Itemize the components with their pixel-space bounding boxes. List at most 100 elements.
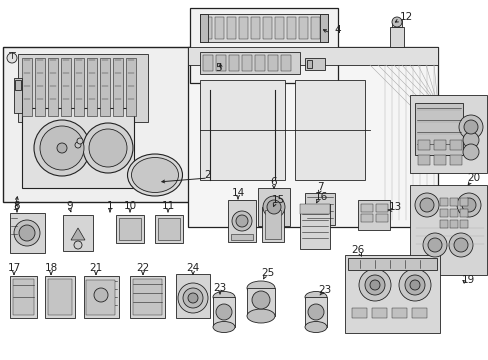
Bar	[409, 185, 486, 275]
Bar	[310, 17, 319, 39]
Bar	[298, 17, 307, 39]
Text: 23: 23	[318, 285, 331, 295]
Text: 18: 18	[44, 263, 58, 273]
Bar	[84, 276, 119, 318]
Text: 12: 12	[399, 12, 412, 22]
Circle shape	[251, 291, 269, 309]
Bar	[351, 308, 366, 318]
Bar	[264, 210, 281, 239]
Bar	[258, 188, 289, 226]
Bar	[3, 47, 191, 202]
Text: 13: 13	[387, 202, 401, 212]
Bar	[459, 209, 467, 217]
Text: 7: 7	[316, 182, 323, 192]
Circle shape	[456, 193, 480, 217]
Bar	[13, 279, 34, 315]
Bar	[449, 155, 461, 165]
Bar	[45, 276, 75, 318]
Text: 20: 20	[467, 173, 480, 183]
Circle shape	[89, 129, 127, 167]
Bar	[116, 215, 143, 243]
Bar	[176, 274, 209, 318]
Circle shape	[461, 198, 475, 212]
Text: 5: 5	[214, 63, 221, 73]
Circle shape	[77, 138, 83, 144]
Circle shape	[187, 293, 198, 303]
Text: 10: 10	[123, 201, 136, 211]
Bar	[449, 220, 457, 228]
Circle shape	[462, 132, 478, 148]
Circle shape	[7, 53, 17, 63]
Circle shape	[83, 123, 133, 173]
Circle shape	[462, 144, 478, 160]
Text: 24: 24	[186, 263, 199, 273]
Bar	[86, 280, 115, 315]
Text: 25: 25	[261, 268, 274, 278]
Circle shape	[369, 280, 379, 290]
Ellipse shape	[305, 292, 326, 302]
Circle shape	[414, 193, 438, 217]
Circle shape	[75, 142, 81, 148]
Bar	[281, 55, 290, 71]
Text: 19: 19	[461, 275, 474, 285]
Bar	[48, 58, 58, 116]
Circle shape	[94, 288, 108, 302]
Bar	[345, 255, 439, 333]
Bar	[126, 58, 136, 116]
Bar	[286, 17, 295, 39]
Bar	[133, 279, 162, 315]
Bar	[389, 27, 403, 47]
Circle shape	[231, 211, 251, 231]
Circle shape	[74, 241, 82, 249]
Bar	[10, 213, 45, 253]
Bar	[371, 308, 386, 318]
Text: 15: 15	[271, 195, 284, 205]
Bar	[254, 55, 264, 71]
Bar	[22, 108, 134, 188]
Circle shape	[453, 238, 467, 252]
Text: 21: 21	[89, 263, 102, 273]
Text: 14: 14	[231, 188, 244, 198]
Bar	[319, 14, 327, 42]
Bar	[216, 55, 225, 71]
Bar	[417, 155, 429, 165]
Bar	[63, 215, 93, 251]
Bar	[155, 215, 183, 243]
Bar	[439, 198, 447, 206]
Circle shape	[40, 126, 84, 170]
Bar	[360, 214, 372, 222]
Bar	[439, 220, 447, 228]
Circle shape	[307, 304, 324, 320]
Bar	[305, 58, 325, 70]
Bar	[409, 95, 486, 173]
Bar	[215, 17, 224, 39]
Ellipse shape	[246, 281, 274, 295]
Bar	[391, 20, 401, 27]
Text: 1: 1	[106, 201, 113, 211]
Bar	[449, 209, 457, 217]
Bar	[305, 193, 334, 225]
Bar	[187, 47, 437, 227]
Circle shape	[404, 275, 424, 295]
Bar	[294, 80, 364, 180]
Circle shape	[57, 143, 67, 153]
Bar	[10, 276, 37, 318]
Circle shape	[263, 196, 285, 218]
Bar	[187, 47, 437, 65]
Text: 17: 17	[7, 263, 20, 273]
Bar	[414, 103, 462, 155]
Bar	[22, 58, 32, 116]
Bar	[35, 58, 45, 116]
Bar	[61, 58, 71, 116]
Circle shape	[448, 233, 472, 257]
Bar	[113, 58, 123, 116]
Bar	[246, 288, 274, 316]
Bar	[213, 297, 235, 327]
Bar	[375, 204, 387, 212]
Circle shape	[236, 215, 247, 227]
Bar	[203, 17, 212, 39]
Text: 6: 6	[270, 177, 277, 187]
Bar	[230, 234, 252, 240]
Bar	[459, 198, 467, 206]
Circle shape	[19, 225, 35, 241]
